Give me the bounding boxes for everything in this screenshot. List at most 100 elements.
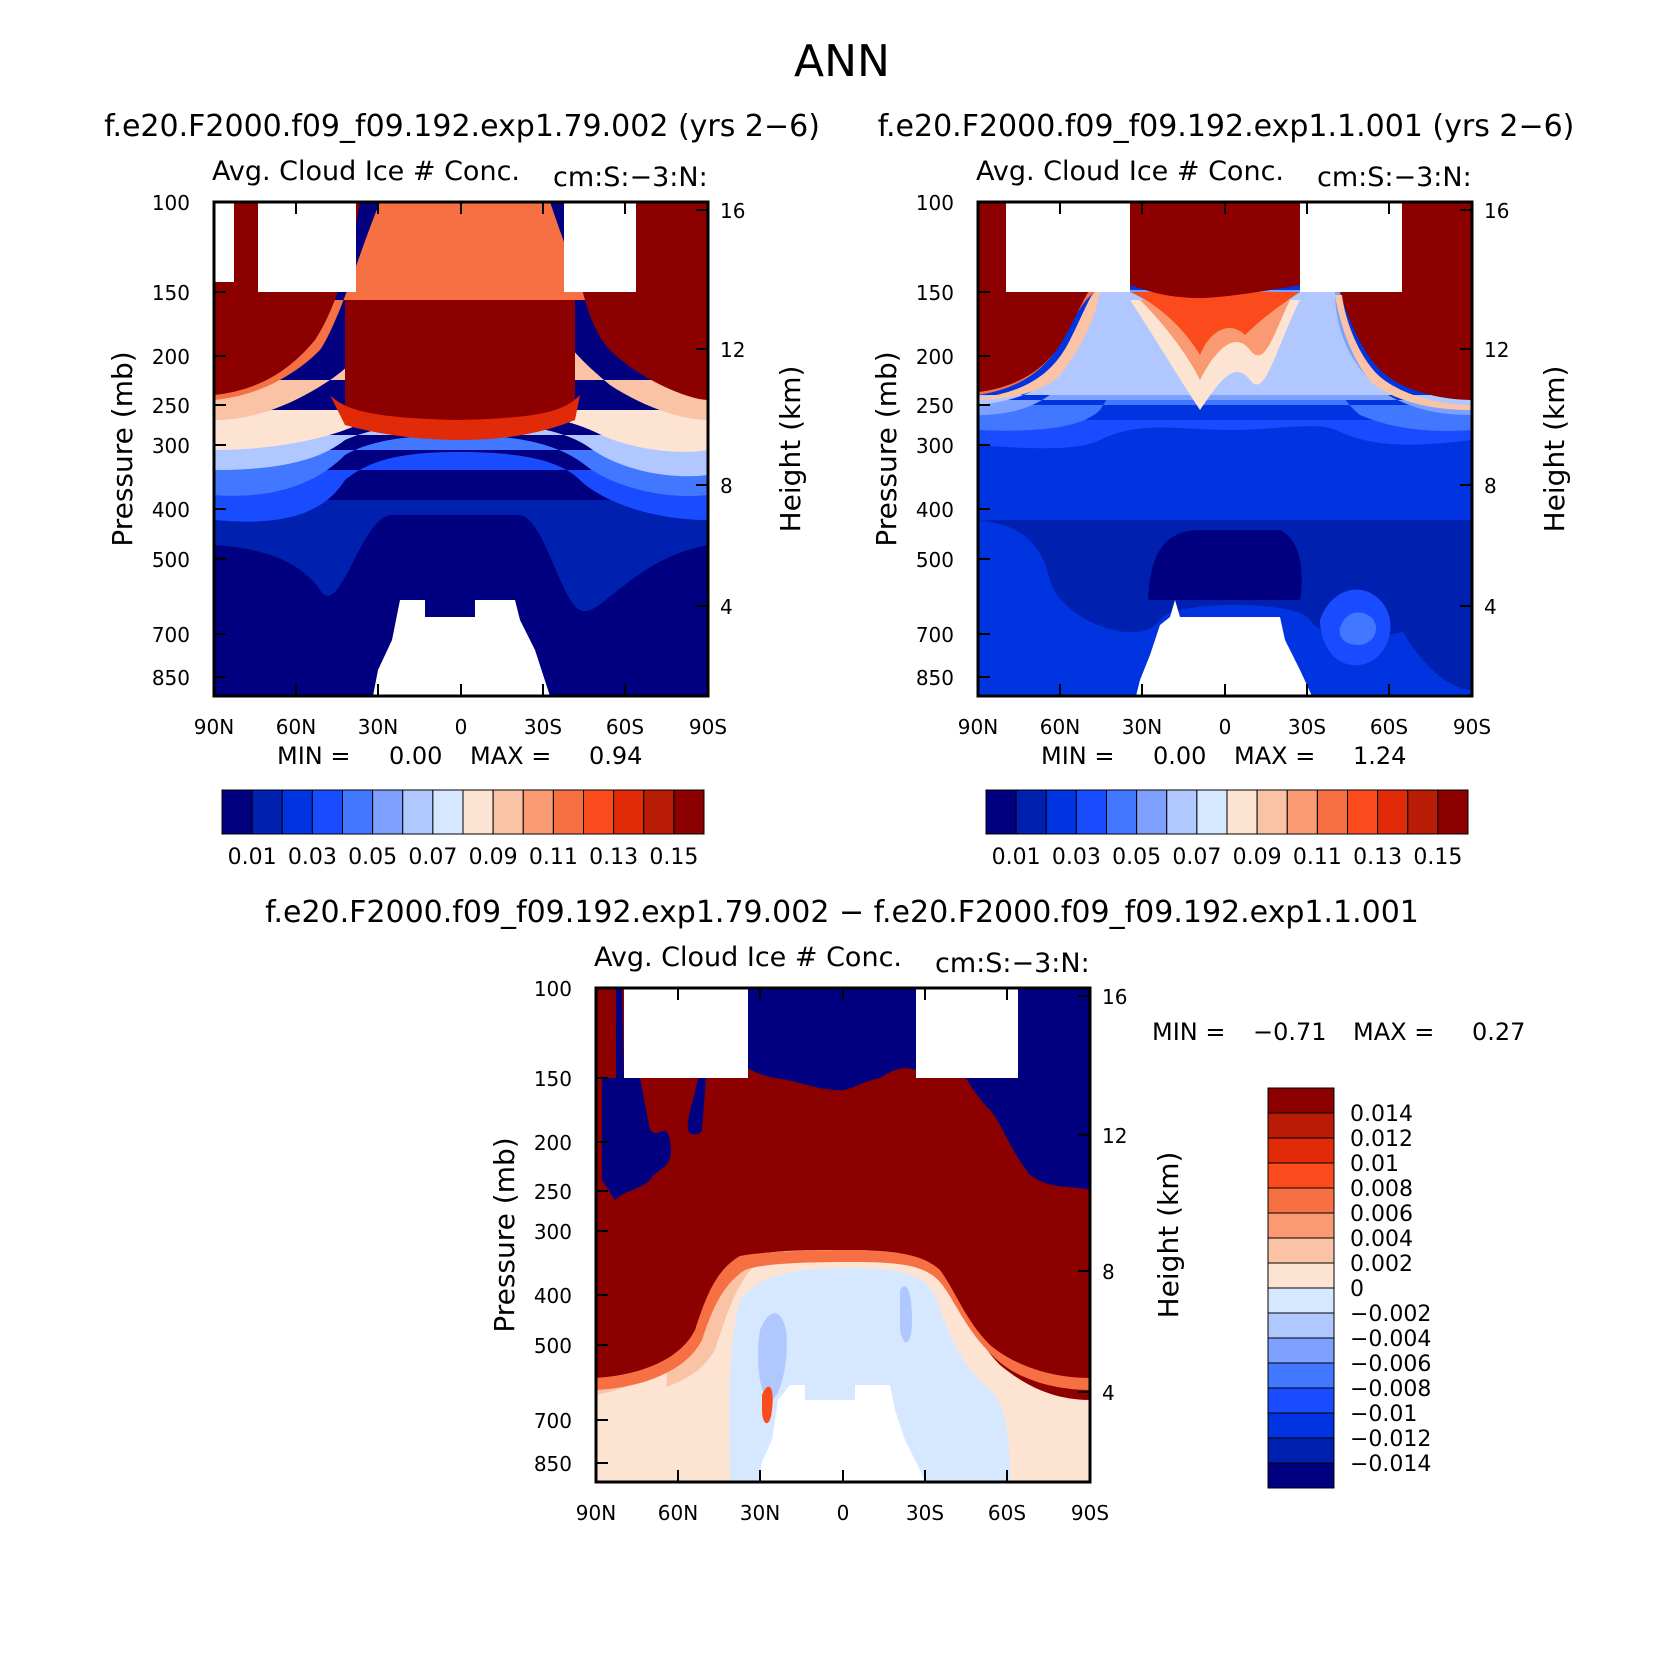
colorbar-label: 0.07: [408, 845, 457, 870]
y2-tick-label: 4: [1102, 1381, 1115, 1405]
colorbar-swatch: [1136, 789, 1168, 835]
y-tick-label: 100: [152, 191, 190, 215]
y2-tick-label: 8: [720, 474, 733, 498]
field-contour: [596, 1250, 1090, 1390]
colorbar-label: −0.004: [1350, 1327, 1431, 1352]
x-tick-label: 90N: [194, 715, 234, 739]
panel-3-min: −0.71: [1253, 1018, 1327, 1046]
colorbar-label: 0.008: [1350, 1177, 1413, 1202]
panel-1-min: 0.00: [389, 742, 442, 770]
colorbar-swatch: [1045, 789, 1077, 835]
panel-2-y-tick-labels: 100 150 200 250 300 400 500 700 850: [916, 191, 954, 690]
field-contour: [758, 1313, 787, 1400]
colorbar-label: 0.03: [288, 845, 337, 870]
colorbar-label: 0.13: [1353, 845, 1402, 870]
colorbar-swatch: [1267, 1212, 1335, 1239]
panel-2-field: [978, 202, 1472, 696]
colorbar-swatch: [613, 789, 645, 835]
y2-tick-label: 16: [1102, 985, 1127, 1009]
field-contour: [330, 395, 580, 440]
y-tick-label: 100: [916, 191, 954, 215]
colorbar-swatch: [583, 789, 615, 835]
panel-1-var-title: Avg. Cloud Ice # Conc.: [212, 156, 520, 187]
colorbar-swatch: [1316, 789, 1348, 835]
colorbar-swatch: [1267, 1337, 1335, 1364]
colorbar-label: 0.05: [1112, 845, 1161, 870]
colorbar-label: 0.01: [1350, 1152, 1399, 1177]
field-contour: [214, 435, 708, 496]
y2-tick-label: 16: [1484, 199, 1509, 223]
panel-2: f.e20.F2000.f09_f09.192.exp1.1.001 (yrs …: [870, 109, 1574, 870]
panel-3-ylabel: Pressure (mb): [488, 1137, 521, 1332]
colorbar-swatch: [1166, 789, 1198, 835]
panel-3: f.e20.F2000.f09_f09.192.exp1.79.002 − f.…: [265, 895, 1525, 1525]
y-tick-label: 700: [152, 623, 190, 647]
field-contour: [1390, 560, 1472, 690]
panel-3-max-label: MAX =: [1353, 1018, 1434, 1046]
colorbar-label: 0.07: [1172, 845, 1221, 870]
colorbar-swatch: [1347, 789, 1379, 835]
colorbar-swatch: [1226, 789, 1258, 835]
x-tick-label: 60N: [1040, 715, 1080, 739]
y-tick-label: 200: [916, 345, 954, 369]
colorbar-swatch: [251, 789, 283, 835]
colorbar-label: 0.006: [1350, 1202, 1413, 1227]
field-contour: [616, 988, 624, 1078]
panel-3-field: [596, 988, 1090, 1482]
panel-1-y-tick-labels: 100 150 200 250 300 400 500 700 850: [152, 191, 190, 690]
colorbar-swatch: [1267, 1312, 1335, 1339]
missing-region: [564, 202, 636, 292]
y-tick-label: 850: [534, 1452, 572, 1476]
colorbar-swatch: [985, 789, 1017, 835]
panel-2-var-title: Avg. Cloud Ice # Conc.: [976, 156, 1284, 187]
y2-tick-label: 4: [720, 595, 733, 619]
missing-region: [916, 988, 1018, 1078]
colorbar-swatch: [1377, 789, 1409, 835]
colorbar-swatch: [1267, 1462, 1335, 1489]
y-tick-label: 700: [534, 1409, 572, 1433]
x-tick-label: 30N: [358, 715, 398, 739]
y2-tick-label: 4: [1484, 595, 1497, 619]
field-contour: [687, 1078, 706, 1135]
x-tick-label: 30S: [906, 1501, 944, 1525]
colorbar-swatch: [643, 789, 675, 835]
panel-3-ylabel-right: Height (km): [1152, 1152, 1185, 1319]
panel-3-colorbar: 0.0140.0120.010.0080.0060.0040.0020−0.00…: [1267, 1087, 1431, 1489]
y-tick-label: 700: [916, 623, 954, 647]
y-tick-label: 100: [534, 977, 572, 1001]
page-title: ANN: [794, 36, 890, 87]
y-tick-label: 300: [534, 1220, 572, 1244]
panel-2-colorbar: 0.01 0.03 0.05 0.07 0.09 0.11 0.13 0.15: [985, 789, 1469, 870]
field-contour: [214, 410, 708, 452]
x-tick-label: 30N: [740, 1501, 780, 1525]
colorbar-label: 0.11: [529, 845, 578, 870]
colorbar-swatch: [1267, 1162, 1335, 1189]
y2-tick-label: 12: [1102, 1124, 1127, 1148]
field-contour: [978, 292, 1100, 400]
panel-3-y2-tick-labels: 16 12 8 4: [1102, 985, 1127, 1405]
panel-3-min-label: MIN =: [1152, 1018, 1225, 1046]
y-tick-label: 250: [534, 1180, 572, 1204]
colorbar-swatch: [281, 789, 313, 835]
colorbar-label: −0.014: [1350, 1452, 1431, 1477]
colorbar-swatch: [1075, 789, 1107, 835]
y-tick-label: 400: [916, 498, 954, 522]
panel-2-max-label: MAX =: [1234, 742, 1315, 770]
missing-region: [1136, 600, 1312, 696]
field-contour: [978, 420, 1472, 449]
y2-tick-label: 16: [720, 199, 745, 223]
field-contour: [602, 1078, 671, 1200]
colorbar-label: −0.006: [1350, 1352, 1431, 1377]
colorbar-swatch: [1286, 789, 1318, 835]
colorbar-swatch: [552, 789, 584, 835]
x-tick-label: 60N: [276, 715, 316, 739]
panel-3-case-title: f.e20.F2000.f09_f09.192.exp1.79.002 − f.…: [265, 895, 1419, 930]
colorbar-label: 0.09: [469, 845, 518, 870]
y-tick-label: 500: [534, 1334, 572, 1358]
panel-3-units: cm:S:−3:N:: [935, 948, 1090, 979]
field-contour: [214, 500, 708, 612]
colorbar-swatch: [402, 789, 434, 835]
y-tick-label: 250: [152, 394, 190, 418]
colorbar-swatch: [1407, 789, 1439, 835]
colorbar-label: 0.05: [348, 845, 397, 870]
